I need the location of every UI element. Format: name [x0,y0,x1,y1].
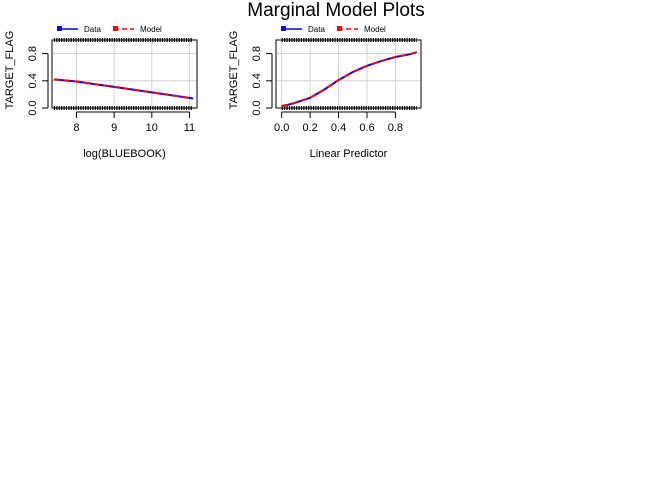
legend-data-label: Data [84,25,101,34]
x-tick-label: 0.6 [359,122,374,134]
x-tick-label: 10 [146,122,158,134]
x-tick-label: 11 [184,122,195,134]
figure-title: Marginal Model Plots [247,0,424,21]
y-tick-label: 0.0 [251,100,263,115]
legend-model-label: Model [364,25,386,34]
y-axis-title: TARGET_FLAG [228,31,240,110]
data-series-line [281,51,417,107]
y-tick-label: 0.8 [251,46,263,61]
y-axis-title: TARGET_FLAG [4,31,16,110]
y-tick-label: 0.8 [27,46,39,61]
observed-values-rug [53,38,194,110]
plot-frame [51,39,198,109]
legend: Data Model [57,25,162,34]
x-axis-title: Linear Predictor [310,148,388,160]
x-axis-title: log(BLUEBOOK) [83,148,166,160]
model-series-line [53,78,194,100]
legend-data-label: Data [308,25,325,34]
y-tick-label: 0.0 [27,100,39,115]
x-tick-label: 9 [111,122,117,134]
x-tick-label: 0.4 [331,122,346,134]
panel-log-bluebook: 8 9 10 11 0.0 0.4 0.8 log(BLUEBOOK) TARGET_FLAG D… [4,25,198,160]
plot-frame [275,39,422,109]
model-series-line [281,51,417,107]
x-tick-label: 8 [73,122,79,134]
legend-model-label: Model [140,25,162,34]
x-tick-label: 0.0 [274,122,289,134]
legend: Data Model [281,25,386,34]
x-tick-label: 0.8 [388,122,403,134]
y-tick-label: 0.4 [251,73,263,88]
panel-linear-predictor: 0.0 0.2 0.4 0.6 0.8 0.0 0.4 0.8 Linear Predictor… [228,25,422,160]
x-tick-label: 0.2 [302,122,317,134]
y-tick-label: 0.4 [27,73,39,88]
